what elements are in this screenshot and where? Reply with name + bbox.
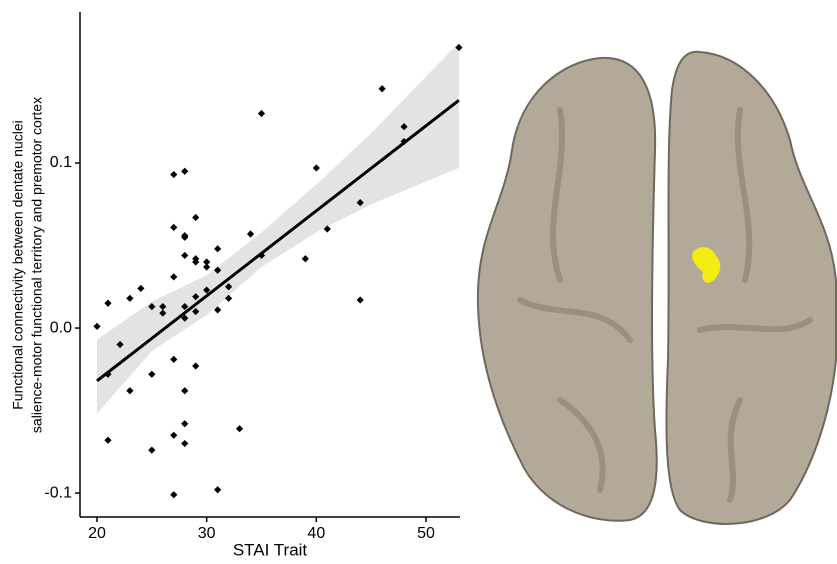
- point: [192, 362, 200, 370]
- fit-line: [96, 99, 460, 383]
- y-tick-label: -0.1: [44, 484, 72, 501]
- point: [170, 170, 178, 179]
- point: [181, 314, 189, 322]
- point: [93, 322, 101, 330]
- point: [257, 109, 266, 118]
- point: [148, 302, 156, 311]
- point: [225, 283, 233, 291]
- point: [356, 296, 364, 304]
- x-tick-label: 20: [88, 525, 106, 542]
- point: [235, 425, 244, 433]
- point: [214, 266, 222, 274]
- point: [301, 255, 309, 263]
- point: [104, 436, 112, 444]
- y-axis-label: Functional connectivity between dentate …: [10, 120, 26, 410]
- brain-image: [476, 50, 837, 525]
- point: [192, 307, 200, 316]
- point: [323, 225, 331, 233]
- point: [170, 491, 178, 499]
- point: [181, 387, 189, 395]
- point: [181, 167, 189, 175]
- left-hemisphere: [476, 56, 658, 522]
- confidence-band: [96, 42, 459, 414]
- point: [170, 355, 178, 363]
- point: [126, 387, 134, 395]
- point: [170, 431, 178, 439]
- point: [148, 370, 156, 378]
- point: [116, 340, 124, 349]
- point: [170, 223, 178, 231]
- point: [104, 370, 112, 378]
- point: [214, 486, 222, 494]
- y-tick-label: 0.1: [50, 154, 72, 171]
- x-axis-label: STAI Trait: [233, 540, 308, 559]
- point: [181, 233, 189, 241]
- point: [192, 213, 200, 222]
- x-tick-label: 50: [417, 525, 435, 542]
- point: [181, 302, 189, 311]
- point: [214, 306, 222, 314]
- x-tick-label: 30: [198, 525, 216, 542]
- point: [400, 123, 408, 131]
- point: [181, 420, 189, 428]
- point: [192, 293, 200, 301]
- point: [159, 302, 167, 311]
- point: [225, 294, 233, 302]
- y-axis-label: salience-motor functional territory and …: [29, 97, 45, 433]
- point: [203, 286, 211, 294]
- point: [181, 439, 189, 448]
- point: [192, 258, 200, 266]
- point: [137, 284, 145, 293]
- sulcus: [517, 107, 813, 503]
- point: [214, 245, 222, 253]
- point: [203, 258, 211, 266]
- y-tick-label: 0.0: [50, 319, 72, 336]
- point: [148, 446, 156, 454]
- activation: [692, 247, 721, 283]
- point: [170, 273, 178, 281]
- point: [246, 230, 255, 238]
- point: [203, 263, 211, 271]
- point: [356, 199, 364, 207]
- point: [378, 85, 386, 93]
- point: [455, 43, 463, 52]
- point: [159, 309, 167, 317]
- x-tick-label: 40: [307, 525, 325, 542]
- point: [312, 164, 320, 172]
- point: [181, 251, 189, 260]
- point: [126, 294, 134, 302]
- point: [104, 299, 112, 307]
- right-hemisphere: [665, 50, 837, 525]
